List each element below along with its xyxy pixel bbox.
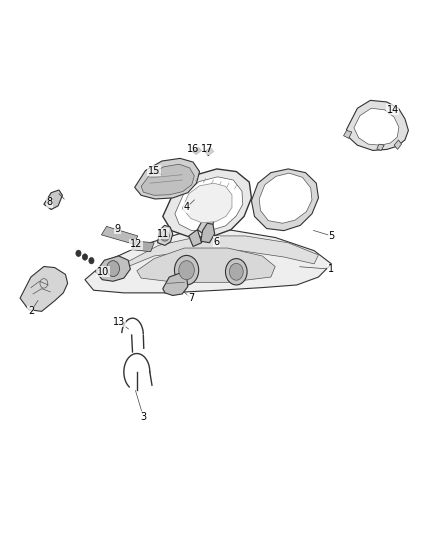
Polygon shape xyxy=(346,100,408,150)
Polygon shape xyxy=(141,164,194,195)
Circle shape xyxy=(106,261,120,277)
Text: 15: 15 xyxy=(148,166,160,175)
Text: 12: 12 xyxy=(130,239,142,249)
Circle shape xyxy=(174,255,199,285)
Polygon shape xyxy=(201,223,215,243)
Polygon shape xyxy=(189,230,202,246)
Text: 13: 13 xyxy=(113,317,126,327)
Text: 1: 1 xyxy=(328,264,334,274)
Polygon shape xyxy=(115,236,318,272)
Polygon shape xyxy=(96,256,131,281)
Polygon shape xyxy=(137,248,275,282)
Text: 10: 10 xyxy=(97,267,109,277)
Text: 16: 16 xyxy=(187,144,199,155)
Circle shape xyxy=(76,250,81,256)
Polygon shape xyxy=(343,131,352,139)
Circle shape xyxy=(179,261,194,280)
Text: 2: 2 xyxy=(28,306,34,316)
Polygon shape xyxy=(101,227,138,244)
Circle shape xyxy=(82,254,88,260)
Text: 7: 7 xyxy=(188,293,194,303)
Polygon shape xyxy=(175,177,243,231)
Text: 6: 6 xyxy=(214,237,220,247)
Text: 14: 14 xyxy=(387,105,399,115)
Polygon shape xyxy=(205,147,214,156)
Polygon shape xyxy=(85,230,332,293)
Polygon shape xyxy=(394,140,402,149)
Circle shape xyxy=(230,263,243,280)
Polygon shape xyxy=(198,214,215,238)
Text: 8: 8 xyxy=(46,197,53,207)
Polygon shape xyxy=(163,273,188,295)
Polygon shape xyxy=(158,225,173,245)
Text: 9: 9 xyxy=(114,223,120,233)
Polygon shape xyxy=(259,173,312,223)
Polygon shape xyxy=(354,108,399,145)
Polygon shape xyxy=(377,144,384,150)
Text: 4: 4 xyxy=(184,203,190,213)
Polygon shape xyxy=(46,198,53,204)
Polygon shape xyxy=(182,183,232,223)
Circle shape xyxy=(89,257,94,264)
Polygon shape xyxy=(132,241,154,252)
Polygon shape xyxy=(20,266,67,311)
Polygon shape xyxy=(251,169,318,231)
Text: 17: 17 xyxy=(201,144,213,155)
Text: 5: 5 xyxy=(328,231,335,241)
Polygon shape xyxy=(163,169,251,238)
Polygon shape xyxy=(44,190,63,209)
Polygon shape xyxy=(192,147,202,155)
Text: 11: 11 xyxy=(157,229,169,239)
Polygon shape xyxy=(134,158,200,199)
Text: 3: 3 xyxy=(140,412,146,422)
Circle shape xyxy=(226,259,247,285)
Circle shape xyxy=(161,231,169,241)
